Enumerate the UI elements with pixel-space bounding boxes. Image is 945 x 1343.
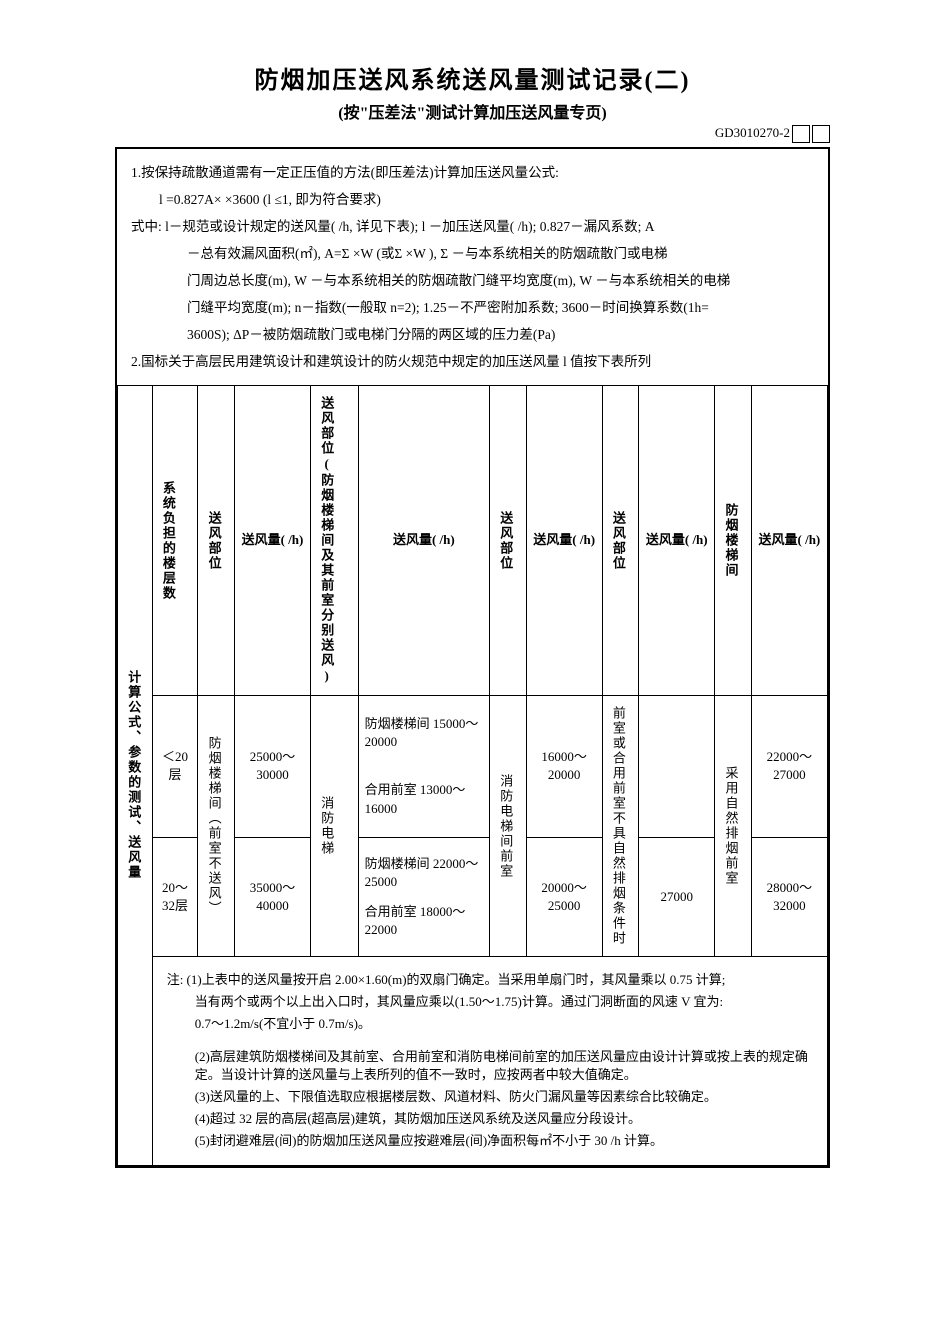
cell-v1: 25000～30000 [234,696,310,838]
table-row: ＜20层 防烟楼梯间（前室不送风） 25000～30000 消防电梯 防烟楼梯间… [118,696,828,838]
hdr-vol-e: 送风量( /h) [751,386,827,696]
sec1-expl-4: 门缝平均宽度(m); n－指数(一般取 n=2); 1.25－不严密附加系数; … [131,294,814,321]
hdr-vol-a: 送风量( /h) [234,386,310,696]
cell-floors-2032: 20～32层 [152,837,198,956]
cell-v10: 27000 [639,837,715,956]
note-1b: 当有两个或两个以上出入口时，其风量应乘以(1.50～1.75)计算。通过门洞断面… [167,993,813,1011]
hdr-floors: 系统负担的楼层数 [157,475,179,607]
doc-code-row: GD3010270-2 [115,125,830,143]
cell-pos-a: 防烟楼梯间（前室不送风） [202,730,224,922]
cell-v2: 防烟楼梯间 15000～20000 [365,715,486,751]
hdr-pos-b: 送风部位(防烟楼梯间及其前室分别送风) [315,390,337,691]
sec2-heading: 2.国标关于高层民用建筑设计和建筑设计的防火规范中规定的加压送风量 l 值按下表… [131,348,814,375]
code-box-1 [792,125,810,143]
note-2: (2)高层建筑防烟楼梯间及其前室、合用前室和消防电梯间前室的加压送风量应由设计计… [167,1048,813,1084]
hdr-vol-b: 送风量( /h) [358,386,490,696]
hdr-pos-a: 送风部位 [202,505,224,577]
cell-pos-d: 消防电梯间前室 [494,768,516,885]
hdr-vol-d: 送风量( /h) [639,386,715,696]
sec1-expl-5: 3600S); ΔP－被防烟疏散门或电梯门分隔的两区域的压力差(Pa) [131,321,814,348]
cell-pos-b: 消防电梯 [315,790,337,862]
sec1-expl-2: －总有效漏风面积(㎡), A=Σ ×W (或Σ ×W ), Σ －与本系统相关的… [131,240,814,267]
vlabel-left: 计算公式、参数的测试、送风量 [122,664,144,886]
note-3: (3)送风量的上、下限值选取应根据楼层数、风道材料、防火门漏风量等因素综合比较确… [167,1088,813,1106]
cell-pos-f: 采用自然排烟前室 [719,760,741,892]
page-title: 防烟加压送风系统送风量测试记录(二) [115,60,830,95]
cell-v8: 防烟楼梯间 22000～25000 [365,855,486,891]
doc-code: GD3010270-2 [715,125,790,140]
hdr-pos-e: 防烟楼梯间 [719,497,741,584]
notes-block: 注: (1)上表中的送风量按开启 2.00×1.60(m)的双扇门确定。当采用单… [167,971,813,1151]
cell-floors-lt20: ＜20层 [152,696,198,838]
note-1c: 0.7～1.2m/s(不宜小于 0.7m/s)。 [167,1015,813,1033]
note-4: (4)超过 32 层的高层(超高层)建筑，其防烟加压送风系统及送风量应分段设计。 [167,1110,813,1128]
sec1-formula: l =0.827A× ×3600 (l ≤1, 即为符合要求) [131,186,814,213]
page-subtitle: (按"压差法"测试计算加压送风量专页) [115,99,830,123]
code-box-2 [812,125,830,143]
hdr-vol-c: 送风量( /h) [526,386,602,696]
note-1: 注: (1)上表中的送风量按开启 2.00×1.60(m)的双扇门确定。当采用单… [167,971,813,989]
airflow-table: 计算公式、参数的测试、送风量 系统负担的楼层数 送风部位 送风量( /h) 送风… [117,385,828,1166]
cell-v7: 35000～40000 [234,837,310,956]
cell-pos-e: 前室或合用前室不具自然排烟条件时 [607,700,629,952]
cell-blank-1 [639,696,715,838]
table-row: 注: (1)上表中的送风量按开启 2.00×1.60(m)的双扇门确定。当采用单… [118,957,828,1166]
cell-v11: 28000～32000 [751,837,827,956]
section-formula: 1.按保持疏散通道需有一定正压值的方法(即压差法)计算加压送风量公式: l =0… [117,149,828,385]
cell-v6: 合用前室 13000～16000 [365,781,486,817]
sec1-expl-3: 门周边总长度(m), W －与本系统相关的防烟疏散门缝平均宽度(m), W －与… [131,267,814,294]
sec1-heading: 1.按保持疏散通道需有一定正压值的方法(即压差法)计算加压送风量公式: [131,159,814,186]
sec1-expl-1: 式中: l－规范或设计规定的送风量( /h, 详见下表); l －加压送风量( … [131,213,814,240]
hdr-pos-d: 送风部位 [607,505,629,577]
note-5: (5)封闭避难层(间)的防烟加压送风量应按避难层(间)净面积每㎡不小于 30 /… [167,1132,813,1150]
cell-v3: 16000～20000 [526,696,602,838]
cell-v4: 22000～27000 [751,696,827,838]
cell-v9: 20000～25000 [526,837,602,956]
hdr-pos-c: 送风部位 [494,505,516,577]
form-outer-box: 1.按保持疏散通道需有一定正压值的方法(即压差法)计算加压送风量公式: l =0… [115,147,830,1168]
cell-v12: 合用前室 18000～22000 [365,903,486,939]
